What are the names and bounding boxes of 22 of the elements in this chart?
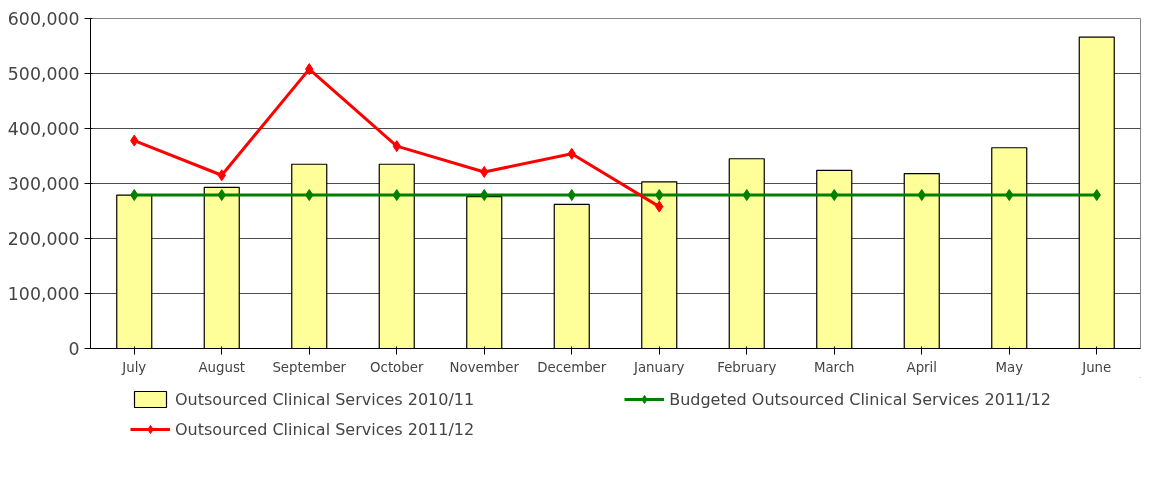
x-tick-label: February [717, 359, 777, 375]
x-tick-label: January [632, 359, 685, 375]
legend-label: Budgeted Outsourced Clinical Services 2011/12 [669, 389, 1052, 409]
y-tick-label: 500,000 [7, 64, 80, 84]
x-tick-label: May [995, 359, 1024, 375]
x-tick-label: October [370, 359, 424, 375]
y-tick-label: 100,000 [7, 284, 80, 304]
y-tick-label: 600,000 [7, 9, 80, 29]
y-tick-label: 200,000 [7, 229, 80, 249]
x-tick-label: November [449, 359, 520, 375]
legend-label: Outsourced Clinical Services 2010/11 [175, 389, 475, 409]
x-tick-label: September [272, 359, 347, 375]
x-tick-label: April [906, 359, 937, 375]
x-tick-label: July [121, 359, 147, 375]
x-tick-label: March [813, 359, 855, 375]
y-tick-label: 0 [68, 339, 80, 359]
y-tick-label: 300,000 [7, 174, 80, 194]
x-tick-label: December [537, 359, 607, 375]
x-tick-label: June [1081, 359, 1112, 375]
y-tick-label: 400,000 [7, 119, 80, 139]
x-tick-label: August [198, 359, 246, 375]
legend-label: Outsourced Clinical Services 2011/12 [175, 419, 475, 439]
